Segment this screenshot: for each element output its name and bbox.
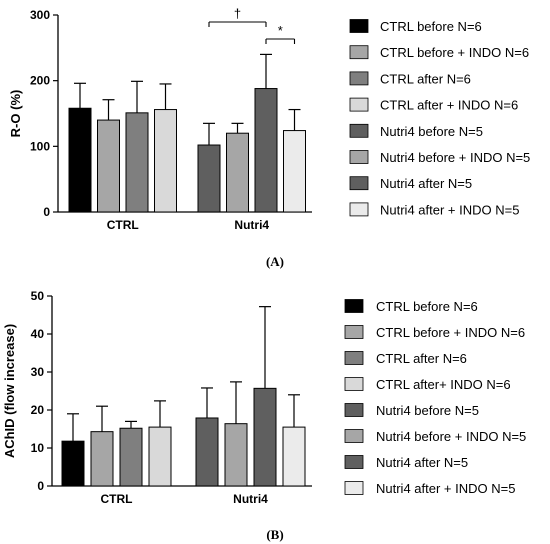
y-axis-title: AChID (flow increase) — [2, 324, 17, 458]
legend-swatch — [344, 325, 364, 339]
legend-label: CTRL before + INDO N=6 — [380, 45, 529, 60]
y-tick-label: 50 — [31, 289, 45, 303]
legend-swatch — [349, 45, 369, 60]
legend-swatch — [349, 150, 369, 164]
legend-swatch — [344, 455, 364, 469]
x-category-label: Nutri4 — [234, 218, 269, 232]
legend-label: Nutri4 after N=5 — [380, 176, 472, 191]
bar — [125, 112, 149, 213]
bar — [61, 440, 85, 487]
panel-a-label: (A) — [266, 254, 284, 269]
y-tick-label: 10 — [31, 441, 45, 455]
y-tick-label: 200 — [30, 74, 50, 88]
bar — [282, 426, 306, 487]
bar — [283, 130, 306, 213]
chart-panel-b: 0 10 20 30 40 50 AChID (flow increase) CTRL Nutr… — [2, 289, 526, 506]
bar — [90, 431, 114, 487]
bar — [97, 119, 120, 213]
legend-swatch — [344, 429, 364, 443]
legend-label: Nutri4 after N=5 — [376, 455, 468, 470]
bar — [226, 132, 249, 213]
y-axis-title: R-O (%) — [8, 90, 23, 138]
y-tick-label: 100 — [30, 139, 50, 153]
y-tick-label: 30 — [31, 365, 45, 379]
legend-label: Nutri4 before N=5 — [380, 124, 483, 139]
legend-swatch — [349, 71, 369, 86]
y-tick-label: 40 — [31, 327, 45, 341]
legend-label: CTRL after N=6 — [380, 71, 471, 86]
legend-swatch — [344, 377, 364, 391]
legend-label: CTRL before + INDO N=6 — [376, 325, 525, 340]
y-tick-label: 20 — [31, 403, 45, 417]
bar — [68, 107, 92, 213]
bar — [254, 88, 278, 213]
legend-swatch — [344, 403, 364, 417]
bar — [148, 426, 172, 487]
y-tick-label: 300 — [30, 8, 50, 22]
panel-b-label: (B) — [266, 527, 283, 542]
bar — [197, 144, 221, 213]
legend-label: CTRL before N=6 — [380, 19, 482, 34]
significance-marker: † — [234, 6, 241, 21]
legend-label: CTRL after N=6 — [376, 351, 467, 366]
y-tick-label: 0 — [37, 479, 44, 493]
legend-label: Nutri4 before N=5 — [376, 403, 479, 418]
x-category-label: CTRL — [101, 492, 133, 506]
legend-label: CTRL after+ INDO N=6 — [376, 377, 511, 392]
legend-swatch — [344, 481, 364, 495]
bar — [195, 417, 219, 487]
legend-label: Nutri4 before + INDO N=5 — [376, 429, 526, 444]
chart-panel-a: 0 100 200 300 R-O (%) CTRL Nutri4 † * CTRL before… — [8, 6, 530, 232]
legend-label: Nutri4 after + INDO N=5 — [380, 202, 519, 217]
bar — [224, 423, 248, 487]
significance-marker: * — [278, 23, 283, 38]
legend-label: Nutri4 before + INDO N=5 — [380, 150, 530, 165]
bar — [154, 109, 177, 213]
legend-swatch — [349, 19, 369, 33]
legend-swatch — [344, 299, 364, 313]
bar — [119, 427, 143, 487]
legend-label: Nutri4 after + INDO N=5 — [376, 481, 515, 496]
x-category-label: CTRL — [107, 218, 139, 232]
legend-swatch — [349, 123, 369, 138]
legend-label: CTRL after + INDO N=6 — [380, 98, 518, 113]
x-category-label: Nutri4 — [233, 492, 268, 506]
legend-swatch — [349, 176, 369, 191]
bar — [253, 387, 277, 487]
legend-swatch — [344, 351, 364, 365]
y-tick-label: 0 — [43, 205, 50, 219]
legend-swatch — [349, 97, 369, 112]
legend-label: CTRL before N=6 — [376, 299, 478, 314]
legend-swatch — [349, 202, 369, 217]
